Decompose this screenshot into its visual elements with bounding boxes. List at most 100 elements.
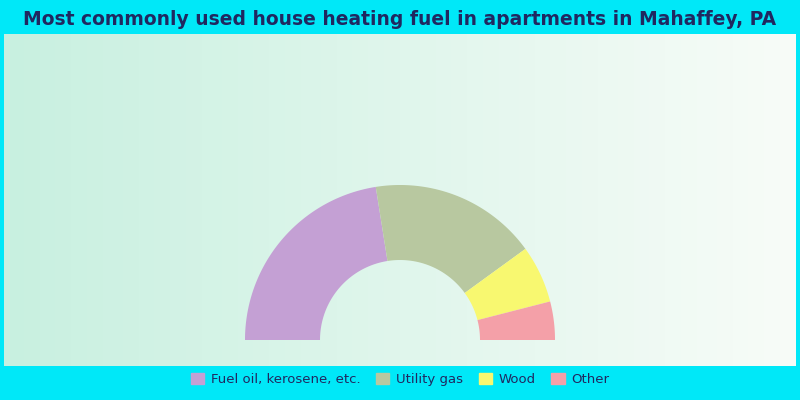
Bar [345,34,349,366]
Bar [772,34,776,366]
Bar [392,34,396,366]
Bar [28,34,32,366]
Bar [630,34,634,366]
Bar [614,34,618,366]
Bar [713,34,717,366]
Bar [689,34,693,366]
Bar [566,34,570,366]
Bar [725,34,729,366]
Bar [780,34,784,366]
Bar [586,34,590,366]
Bar [278,34,282,366]
Bar [266,34,270,366]
Bar [380,34,384,366]
Bar [768,34,772,366]
Bar [788,34,792,366]
Legend: Fuel oil, kerosene, etc., Utility gas, Wood, Other: Fuel oil, kerosene, etc., Utility gas, W… [186,368,614,392]
Bar [0,366,800,400]
Bar [182,34,186,366]
Polygon shape [376,185,526,293]
Bar [325,34,329,366]
Bar [582,34,586,366]
Bar [745,34,749,366]
Bar [134,34,138,366]
Bar [681,34,685,366]
Polygon shape [478,302,555,340]
Bar [202,34,206,366]
Bar [341,34,345,366]
Bar [262,34,266,366]
Bar [741,34,745,366]
Bar [372,34,376,366]
Bar [285,34,289,366]
Bar [24,34,28,366]
Bar [674,34,677,366]
Bar [471,34,475,366]
Bar [99,34,103,366]
Bar [210,34,214,366]
Bar [71,34,75,366]
Bar [776,34,780,366]
Bar [764,34,768,366]
Bar [626,34,630,366]
Bar [349,34,353,366]
Bar [230,34,234,366]
Bar [32,34,36,366]
Bar [317,34,321,366]
Bar [760,34,764,366]
Bar [47,34,51,366]
Bar [388,34,392,366]
Bar [158,34,162,366]
Bar [376,34,380,366]
Bar [436,34,440,366]
Bar [103,34,107,366]
Bar [146,34,150,366]
Bar [384,34,388,366]
Bar [503,34,507,366]
Bar [138,34,142,366]
Bar [198,34,202,366]
Bar [428,34,432,366]
Bar [16,34,20,366]
Bar [107,34,111,366]
Bar [4,34,8,366]
Bar [515,34,518,366]
Bar [178,34,182,366]
Bar [51,34,55,366]
Bar [416,34,420,366]
Bar [757,34,760,366]
Bar [115,34,119,366]
Bar [475,34,479,366]
Bar [206,34,210,366]
Bar [598,34,602,366]
Bar [250,34,254,366]
Bar [43,34,47,366]
Bar [642,34,646,366]
Bar [701,34,705,366]
Bar [538,34,542,366]
Bar [534,34,538,366]
Bar [321,34,325,366]
Bar [522,34,526,366]
Bar [12,34,16,366]
Bar [55,34,59,366]
Bar [685,34,689,366]
Bar [36,34,40,366]
Bar [274,34,278,366]
Bar [432,34,436,366]
Bar [737,34,741,366]
Bar [154,34,158,366]
Bar [170,34,174,366]
Bar [226,34,230,366]
Bar [353,34,357,366]
Bar [622,34,626,366]
Bar [75,34,79,366]
Bar [357,34,360,366]
Bar [721,34,725,366]
Bar [443,34,447,366]
Bar [479,34,483,366]
Bar [542,34,546,366]
Bar [602,34,606,366]
Bar [440,34,443,366]
Bar [408,34,412,366]
